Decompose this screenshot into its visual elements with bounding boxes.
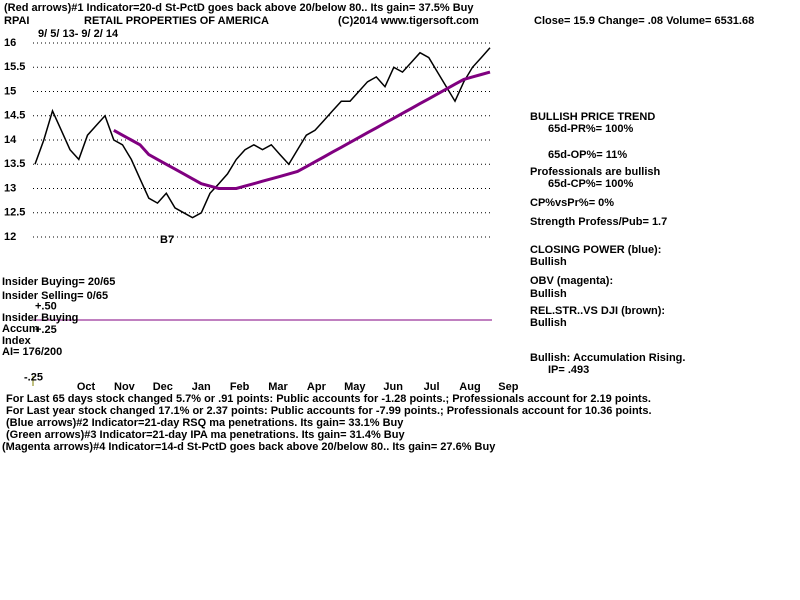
right-label: Bullish (530, 288, 567, 300)
y-tick-label: 13.5 (4, 158, 25, 170)
right-label: 65d-CP%= 100% (548, 178, 634, 190)
left-label: AI= 176/200 (2, 346, 62, 358)
left-label: Insider Buying (2, 312, 78, 324)
footer-line: (Magenta arrows)#4 Indicator=14-d St-Pct… (2, 441, 496, 453)
x-tick-label: Aug (459, 381, 480, 393)
right-label: BULLISH PRICE TREND (530, 111, 655, 123)
right-label: CLOSING POWER (blue): (530, 244, 661, 256)
y-tick-label: 12.5 (4, 207, 25, 219)
left-label: Accum (2, 323, 39, 335)
left-label: Insider Buying= 20/65 (2, 276, 115, 288)
x-tick-label: Dec (153, 381, 173, 393)
symbol: RPAI (4, 15, 29, 27)
x-tick-label: Jan (192, 381, 211, 393)
chart-title: RETAIL PROPERTIES OF AMERICA (84, 15, 269, 27)
x-tick-label: Apr (307, 381, 327, 393)
y-tick-label: 15 (4, 85, 16, 97)
right-label: 65d-PR%= 100% (548, 123, 634, 135)
right-label: Professionals are bullish (530, 166, 660, 178)
right-label: IP= .493 (548, 364, 589, 376)
x-tick-label: Sep (498, 381, 518, 393)
quote: Close= 15.9 Change= .08 Volume= 6531.68 (534, 15, 754, 27)
lower-y-tick-label: +.50 (35, 301, 57, 313)
series-line (34, 47, 491, 219)
header: (Red arrows)#1 Indicator=20-d St-PctD go… (4, 2, 474, 14)
right-label: Bullish (530, 317, 567, 329)
left-label: Index (2, 335, 32, 347)
x-tick-label: Jun (383, 381, 403, 393)
y-tick-label: 12 (4, 231, 16, 243)
y-tick-label: 14 (4, 134, 17, 146)
right-label: Bullish (530, 256, 567, 268)
x-tick-label: Oct (77, 381, 96, 393)
x-tick-label: Feb (230, 381, 250, 393)
right-label: CP%vsPr%= 0% (530, 197, 614, 209)
y-tick-label: 16 (4, 37, 16, 49)
subtitle: 9/ 5/ 13- 9/ 2/ 14 (38, 28, 119, 40)
right-label: Strength Profess/Pub= 1.7 (530, 216, 667, 228)
x-tick-label: Nov (114, 381, 136, 393)
x-tick-label: Jul (424, 381, 440, 393)
y-tick-label: 14.5 (4, 110, 25, 122)
footer-line: (Blue arrows)#2 Indicator=21-day RSQ ma … (6, 417, 404, 429)
lower-y-tick-label: +.25 (35, 324, 57, 336)
right-label: REL.STR..VS DJI (brown): (530, 305, 665, 317)
annotation: B7 (160, 234, 174, 246)
y-tick-label: 13 (4, 182, 16, 194)
series-line (113, 70, 491, 190)
copyright: (C)2014 www.tigersoft.com (338, 15, 479, 27)
right-label: Bullish: Accumulation Rising. (530, 352, 685, 364)
lower-y-tick-label: -.25 (24, 372, 43, 384)
footer-line: (Green arrows)#3 Indicator=21-day IPA ma… (6, 429, 405, 441)
x-tick-label: Mar (268, 381, 288, 393)
footer-line: For Last year stock changed 17.1% or 2.3… (6, 405, 652, 417)
right-label: OBV (magenta): (530, 275, 613, 287)
footer-line: For Last 65 days stock changed 5.7% or .… (6, 393, 651, 405)
x-tick-label: May (344, 381, 366, 393)
right-label: 65d-OP%= 11% (548, 149, 627, 161)
y-tick-label: 15.5 (4, 61, 25, 73)
left-label: Insider Selling= 0/65 (2, 290, 108, 302)
